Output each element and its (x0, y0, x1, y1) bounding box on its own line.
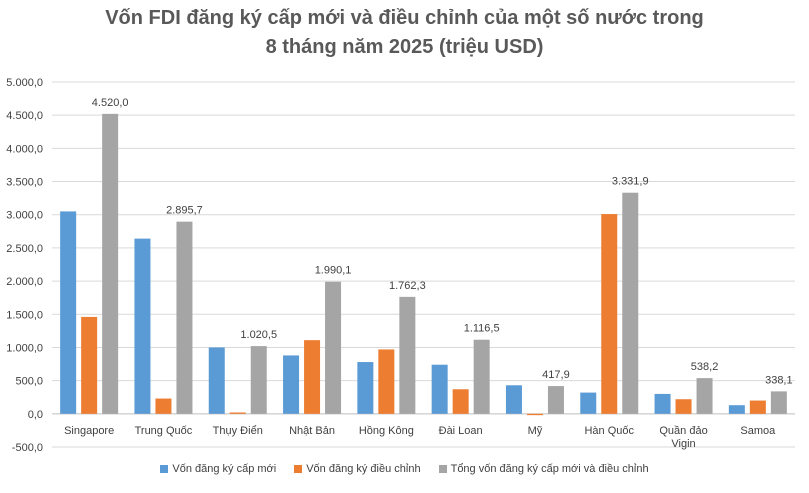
category-label: Trung Quốc (135, 425, 193, 437)
bar (283, 355, 300, 414)
y-tick-label: 0,0 (28, 409, 43, 421)
bar (770, 391, 787, 414)
bar (749, 400, 766, 414)
legend-swatch-new (160, 465, 169, 473)
bar (431, 364, 448, 414)
y-tick-label: 2.000,0 (6, 276, 43, 288)
data-label: 1.762,3 (389, 280, 426, 292)
bar (473, 339, 490, 414)
legend-label-total: Tổng vốn đăng ký cấp mới và điều chỉnh (450, 463, 649, 475)
bar (580, 392, 597, 414)
y-tick-label: 1.000,0 (6, 342, 43, 354)
data-label: 1.990,1 (315, 265, 352, 277)
y-tick-label: 4.500,0 (6, 110, 43, 122)
bar (102, 113, 119, 414)
data-labels: 4.520,0 2.895,7 1.020,5 1.990,1 1.762,3 1.116… (92, 97, 793, 387)
chart-title-line-2: 8 tháng năm 2025 (triệu USD) (265, 36, 544, 58)
bar (378, 349, 395, 414)
data-label: 3.331,9 (612, 176, 649, 188)
bar (357, 362, 374, 414)
legend-item-new: Vốn đăng ký cấp mới (160, 463, 276, 475)
category-label: Samoa (740, 425, 776, 437)
bar (81, 316, 98, 414)
category-label: Nhật Bản (289, 425, 335, 437)
legend-item-total: Tổng vốn đăng ký cấp mới và điều chỉnh (438, 463, 649, 475)
data-label: 1.020,5 (240, 329, 277, 341)
bar (176, 221, 193, 414)
data-label: 2.895,7 (166, 205, 203, 217)
category-label: Quần đảo (659, 425, 707, 437)
y-axis: -500,0 0,0 500,0 1.000,0 1.500,0 2.000,0 2.500… (6, 77, 43, 454)
bar (622, 192, 639, 414)
category-label: Đài Loan (439, 425, 483, 437)
y-tick-label: 5.000,0 (6, 77, 43, 89)
legend-item-adjusted: Vốn đăng ký điều chỉnh (294, 463, 421, 475)
chart-title-line-1: Vốn FDI đăng ký cấp mới và điều chỉnh củ… (105, 7, 704, 29)
category-label: Hồng Kông (359, 425, 414, 437)
data-label: 538,2 (691, 361, 719, 373)
bar (505, 385, 522, 414)
bar (547, 386, 564, 414)
bar (229, 412, 246, 414)
bar (601, 214, 618, 414)
bar-chart: -500,0 0,0 500,0 1.000,0 1.500,0 2.000,0 2.500… (6, 77, 795, 454)
y-tick-label: 4.000,0 (6, 143, 43, 155)
legend-swatch-adjusted (294, 465, 303, 473)
legend-swatch-total (438, 465, 447, 473)
gridlines (52, 81, 795, 448)
bar (250, 346, 267, 414)
bar (526, 413, 543, 416)
data-label: 417,9 (542, 369, 570, 381)
bar (452, 389, 469, 414)
category-label: Vigin (671, 438, 695, 450)
bar (728, 405, 745, 414)
category-label: Hàn Quốc (584, 425, 634, 437)
chart-title: Vốn FDI đăng ký cấp mới và điều chỉnh củ… (0, 4, 809, 62)
data-label: 1.116,5 (464, 323, 500, 335)
legend-label-new: Vốn đăng ký cấp mới (172, 463, 277, 475)
bar (325, 281, 342, 414)
x-axis: Singapore Trung Quốc Thụy Điển Nhật Bản Hồng… (64, 425, 776, 450)
y-tick-label: 500,0 (15, 376, 43, 388)
data-label: 4.520,0 (92, 97, 129, 109)
bar (134, 238, 151, 414)
legend: Vốn đăng ký cấp mới Vốn đăng ký điều chỉ… (0, 463, 809, 475)
bar (208, 347, 225, 414)
category-label: Singapore (64, 425, 114, 437)
y-tick-label: 1.500,0 (6, 309, 43, 321)
y-tick-label: -500,0 (12, 442, 43, 454)
bar (675, 399, 692, 414)
category-label: Mỹ (528, 425, 543, 437)
y-tick-label: 3.000,0 (6, 210, 43, 222)
bars (60, 113, 787, 416)
bar (304, 340, 321, 414)
bar (696, 378, 713, 414)
bar (654, 393, 671, 414)
bar (155, 398, 172, 414)
bar (60, 211, 77, 414)
category-label: Thụy Điển (213, 425, 263, 437)
y-tick-label: 2.500,0 (6, 243, 43, 255)
legend-label-adjusted: Vốn đăng ký điều chỉnh (306, 463, 421, 475)
data-label: 338,1 (765, 374, 793, 386)
y-tick-label: 3.500,0 (6, 177, 43, 189)
bar (399, 296, 416, 414)
